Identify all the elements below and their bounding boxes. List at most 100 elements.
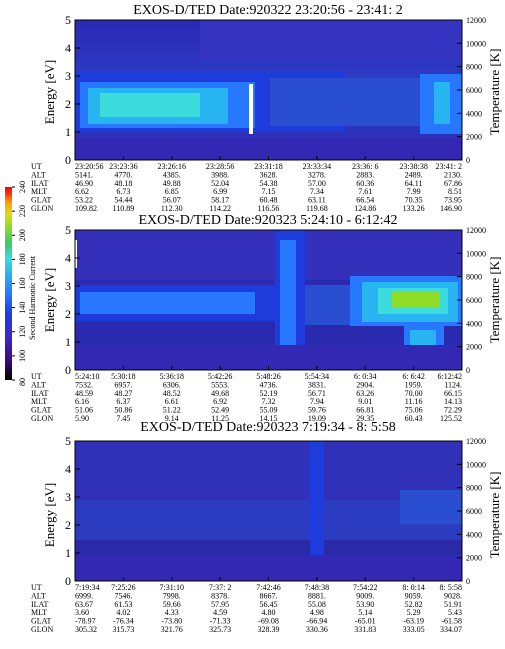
- panel-2-ephem-value: 66.15: [444, 389, 462, 398]
- panel-3-ephem-value: 8881.: [308, 591, 326, 600]
- panel-2-ephem-value: 6306.: [163, 380, 181, 389]
- panel-2-y2label: Temperature [K]: [487, 257, 502, 344]
- panel-1-ephem-value: 4385.: [163, 170, 181, 179]
- panel-2-ephem-label: UT: [31, 372, 42, 381]
- panel-3-ephem-value: 4.33: [165, 608, 179, 617]
- panel-2-ephem-label: ILAT: [31, 389, 48, 398]
- panel-3-ephem-value: -73.80: [161, 617, 182, 626]
- panel-2-ephem-value: 66.81: [356, 406, 374, 415]
- colorbar: 80 100 120 140 160 180 200 220 240 Second Harmon…: [5, 181, 37, 386]
- panel-3-ephem-value: -66.94: [307, 617, 328, 626]
- panel-1-y2tick-label: 2000: [466, 133, 482, 142]
- panel-2-ytick-label: 4: [65, 251, 71, 265]
- panel-3-xticks: [74, 577, 463, 581]
- panel-3-ephem-value: 7:54:22: [353, 583, 377, 592]
- panel-2-ephem-value: 52.19: [260, 389, 278, 398]
- panel-2-ytick-label: 1: [65, 335, 71, 349]
- panel-3-ephem-value: 9028.: [444, 591, 462, 600]
- panel-1-ephem-value: 110.89: [113, 204, 135, 213]
- panel-1-ephem-value: 23:28:56: [206, 162, 234, 171]
- panel-3-ephem-value: -65.01: [355, 617, 376, 626]
- panel-3-ephem-value: 3.60: [75, 608, 89, 617]
- panel-3-ephem-value: 7:37: 2: [209, 583, 231, 592]
- panel-3-ephem-value: 7:25:26: [111, 583, 135, 592]
- panel-2-ephem-value: 49.68: [211, 389, 229, 398]
- panel-3-ephem-value: 4.80: [262, 608, 276, 617]
- panel-2-ephem-value: 52.49: [211, 406, 229, 415]
- panel-3-ephem-value: -63.19: [403, 617, 424, 626]
- panel-3-ephem-label: MLT: [31, 608, 47, 617]
- panel-2-ephem-value: 6: 0:34: [354, 372, 376, 381]
- panel-1-y2tick-label: 6000: [466, 86, 482, 95]
- panel-2: EXOS-D/TED Date:920323 5:24:10 - 6:12:42…: [31, 213, 502, 423]
- panel-2-y2axis: 0 2000 4000 6000 8000 10000 12000: [457, 226, 486, 375]
- panel-3-ephem-value: 8378.: [211, 591, 229, 600]
- panel-1-ephem-value: 64.11: [405, 179, 423, 188]
- panel-2-ephem-value: 5.90: [75, 414, 89, 423]
- panel-3-ephem-value: 8: 0:14: [402, 583, 424, 592]
- colorbar-tick-label: 240: [18, 181, 27, 193]
- panel-2-ephem-value: 29.35: [356, 414, 374, 423]
- panel-1-ephem-value: 23:38:38: [399, 162, 427, 171]
- panel-1-title: EXOS-D/TED Date:920322 23:20:56 - 23:41:…: [133, 3, 402, 18]
- panel-1-ephem-value: 4770.: [114, 170, 132, 179]
- panel-3-ytick-label: 0: [65, 574, 71, 588]
- panel-3-ephem-value: 325.73: [209, 625, 231, 634]
- panel-3-ephem-value: 63.67: [75, 600, 93, 609]
- panel-3-ephem-value: 53.90: [356, 600, 374, 609]
- panel-1-ephem-value: 23:23:36: [109, 162, 137, 171]
- panel-1-ytick-label: 1: [65, 125, 71, 139]
- panel-2-ephem-value: 51.22: [163, 406, 181, 415]
- panel-3-ephem-value: 4.98: [310, 608, 324, 617]
- panel-1-ytick-label: 0: [65, 153, 71, 167]
- panel-1-ephem-value: 23:36: 6: [352, 162, 378, 171]
- panel-3-ephem-value: 57.95: [211, 600, 229, 609]
- panel-3-ephem-value: 7998.: [163, 591, 181, 600]
- panel-2-ephem-value: 5:30:18: [111, 372, 135, 381]
- panel-2-ephem-value: 48.27: [114, 389, 132, 398]
- panel-2-ephem-value: 5:42:26: [208, 372, 232, 381]
- panel-3-y2tick-label: 8000: [466, 484, 482, 493]
- panel-1-ephem-label: MLT: [31, 187, 47, 196]
- panel-3-ephem-value: 7:31:10: [160, 583, 184, 592]
- panel-1-ephem-value: 46.90: [75, 179, 93, 188]
- panel-1-ephem-value: 112.30: [161, 204, 183, 213]
- panel-3-ephem-value: 8: 5:58: [440, 583, 462, 592]
- panel-1-ephem-value: 7.61: [358, 187, 372, 196]
- panel-2-ephem-value: 1959.: [405, 380, 423, 389]
- panel-1-ephem-label: UT: [31, 162, 42, 171]
- panel-3-y2tick-label: 2000: [466, 554, 482, 563]
- panel-2-y2tick-label: 2000: [466, 343, 482, 352]
- colorbar-tick-label: 200: [18, 229, 27, 241]
- panel-3-ephem-value: 8667.: [260, 591, 278, 600]
- panel-2-ephem-value: 6.61: [165, 397, 179, 406]
- panel-2-ephem-value: 70.00: [405, 389, 423, 398]
- panel-3-y2tick-label: 12000: [466, 437, 486, 446]
- panel-1-ephem-value: 57.00: [308, 179, 326, 188]
- panel-2-ephem-value: 125.52: [440, 414, 462, 423]
- panel-2-xticks: [74, 366, 463, 370]
- panel-3-y2tick-label: 10000: [466, 460, 486, 469]
- panel-1-ephem-value: 23:20:56: [75, 162, 103, 171]
- panel-3-ephem-value: 7546.: [114, 591, 132, 600]
- panel-1-ephem-value: 60.48: [260, 196, 278, 205]
- panel-1-ephem-value: 6.73: [116, 187, 130, 196]
- colorbar-tick-label: 80: [18, 378, 27, 386]
- panel-1-ephem-value: 6.99: [213, 187, 227, 196]
- panel-2-ytick-label: 3: [65, 279, 71, 293]
- panel-1-ephem-value: 60.36: [356, 179, 374, 188]
- panel-3-ephem-value: 5.14: [358, 608, 372, 617]
- panel-1-ytick-label: 4: [65, 41, 71, 55]
- panel-1-ephem-value: 54.44: [114, 196, 132, 205]
- panel-3-ephem-value: 59.66: [163, 600, 181, 609]
- panel-1-ephem-value: 23:31:18: [254, 162, 282, 171]
- panel-1-ephem-value: 73.95: [444, 196, 462, 205]
- panel-2-ephem-value: 9.01: [358, 397, 372, 406]
- panel-2-ephem-value: 6957.: [114, 380, 132, 389]
- panel-1-y2tick-label: 0: [466, 156, 470, 165]
- panel-1-y2tick-label: 12000: [466, 16, 486, 25]
- panel-1-ephem-value: 5141.: [75, 170, 93, 179]
- panel-2-ephem-value: 60.43: [405, 414, 423, 423]
- panel-1-ephem-value: 23:41: 2: [436, 162, 462, 171]
- panel-3-ephem-value: -69.08: [258, 617, 279, 626]
